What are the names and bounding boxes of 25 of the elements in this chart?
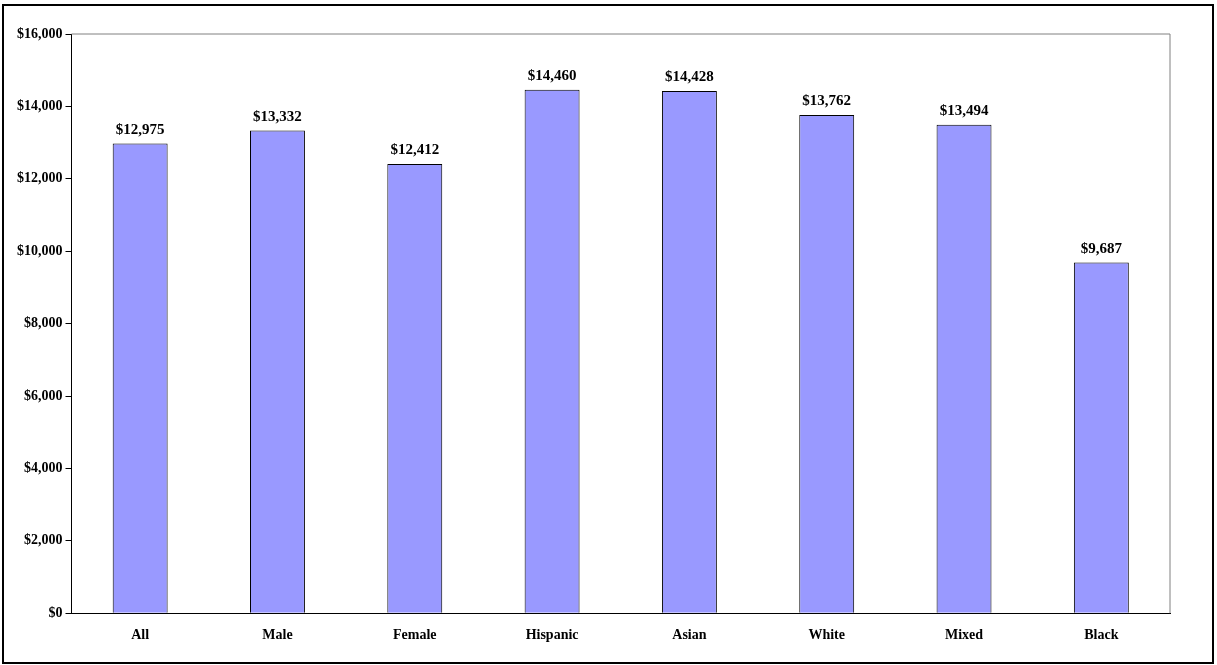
y-tick-label: $10,000 bbox=[17, 242, 63, 258]
x-tick-label: Male bbox=[262, 627, 293, 643]
x-tick-label: Black bbox=[1084, 627, 1119, 643]
data-label: $13,332 bbox=[253, 107, 302, 124]
y-tick-label: $4,000 bbox=[24, 460, 63, 476]
y-tick-label: $2,000 bbox=[24, 532, 63, 548]
y-tick-label: $12,000 bbox=[17, 170, 63, 186]
x-tick-label: Hispanic bbox=[525, 627, 579, 643]
y-tick-label: $6,000 bbox=[24, 387, 63, 403]
data-label: $9,687 bbox=[1080, 239, 1123, 256]
data-label: $12,412 bbox=[390, 141, 440, 158]
x-tick-label: White bbox=[808, 627, 845, 643]
data-label: $14,460 bbox=[527, 67, 577, 84]
x-tick-label: All bbox=[131, 627, 150, 643]
y-tick-label: $14,000 bbox=[17, 98, 63, 114]
x-tick-label: Female bbox=[393, 627, 437, 643]
x-tick-label: Asian bbox=[672, 627, 707, 643]
y-tick-label: $8,000 bbox=[24, 315, 63, 331]
y-tick-label: $16,000 bbox=[17, 25, 63, 41]
data-label: $14,428 bbox=[665, 68, 714, 85]
x-tick-label: Mixed bbox=[944, 627, 984, 643]
data-label: $13,494 bbox=[939, 102, 989, 119]
data-label: $12,975 bbox=[115, 120, 165, 137]
y-tick-label: $0 bbox=[48, 604, 63, 620]
data-label: $13,762 bbox=[802, 92, 852, 109]
